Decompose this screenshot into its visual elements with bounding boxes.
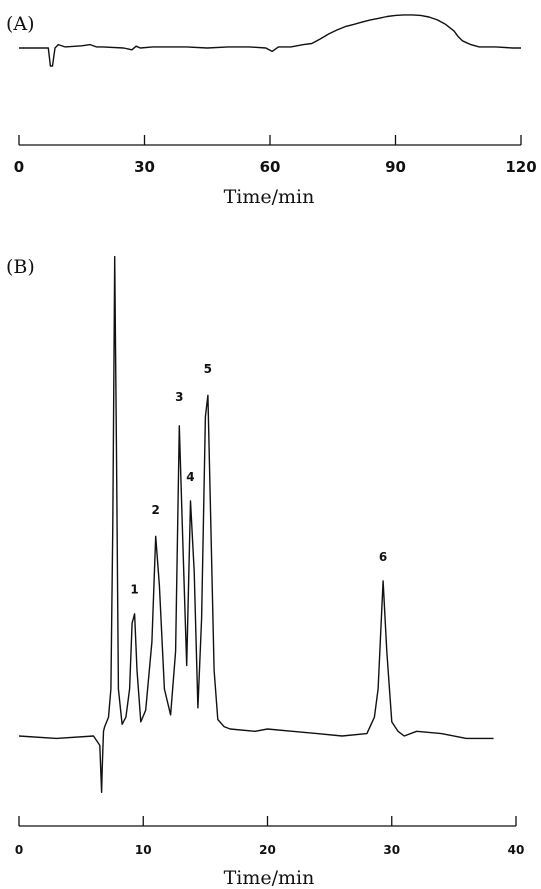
panel-b-tick-label-40: 40: [508, 843, 525, 857]
panel-a-tick-label-60: 60: [260, 158, 281, 176]
peak-label-6: 6: [379, 550, 387, 564]
peak-label-4: 4: [186, 470, 194, 484]
panel-b-trace: [18, 255, 494, 794]
panel-b-ticks: 0 10 20 30 40: [15, 816, 525, 857]
panel-a-tick-label-30: 30: [134, 158, 155, 176]
panel-a-ticks: 0 30 60 90 120: [14, 135, 537, 176]
panel-a-tick-label-90: 90: [385, 158, 406, 176]
peak-label-5: 5: [204, 362, 212, 376]
panel-b: (B) 1 2 3 4 5 6 0 10 20 30 40 Time/min: [6, 255, 525, 889]
panel-a-label: (A): [6, 13, 35, 35]
panel-b-tick-label-20: 20: [259, 843, 276, 857]
panel-a-trace: [19, 14, 521, 67]
panel-a: (A) 0 30 60 90 120 Time/min: [6, 13, 537, 208]
panel-a-tick-label-0: 0: [14, 158, 24, 176]
panel-a-x-axis-title: Time/min: [224, 186, 315, 208]
peak-label-1: 1: [130, 583, 138, 597]
panel-b-tick-label-30: 30: [383, 843, 400, 857]
panel-b-label: (B): [6, 256, 35, 278]
panel-b-peak-labels: 1 2 3 4 5 6: [130, 362, 387, 597]
panel-a-tick-label-120: 120: [505, 158, 536, 176]
peak-label-3: 3: [175, 390, 183, 404]
peak-label-2: 2: [151, 503, 159, 517]
panel-b-tick-label-0: 0: [15, 843, 23, 857]
panel-b-x-axis-title: Time/min: [224, 867, 315, 889]
panel-b-tick-label-10: 10: [135, 843, 152, 857]
